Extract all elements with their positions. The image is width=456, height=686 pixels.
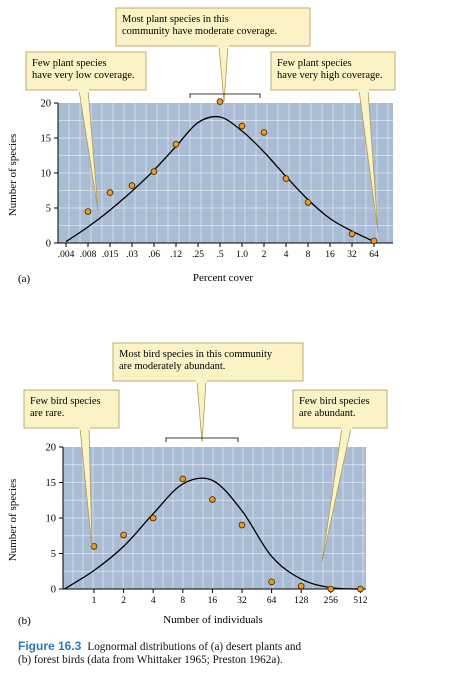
data-point xyxy=(297,582,305,590)
x-tick-label: 2 xyxy=(121,596,126,606)
data-point xyxy=(370,237,378,245)
caption-line-1: Lognormal distributions of (a) desert pl… xyxy=(87,641,302,653)
data-point xyxy=(149,514,157,522)
y-tick-label: 0 xyxy=(51,585,56,596)
fitted-curve-b xyxy=(64,477,361,590)
x-tick-label: .12 xyxy=(170,250,182,260)
data-point xyxy=(90,543,98,550)
data-point xyxy=(238,521,246,529)
data-point xyxy=(216,98,224,105)
x-tick-label: 4 xyxy=(151,596,156,606)
y-tick-label: 10 xyxy=(41,169,52,180)
data-point xyxy=(268,578,275,586)
x-tick-label: 2 xyxy=(262,250,267,260)
data-point xyxy=(304,199,312,206)
panel-label-b: (b) xyxy=(18,615,31,627)
callout-text-a-low: Few plant species have very low coverage. xyxy=(32,58,135,81)
callout-a-low: Few plant species have very low coverage. xyxy=(25,51,147,211)
x-axis-label-a: Percent cover xyxy=(193,272,253,284)
x-tick-label: .015 xyxy=(102,250,119,260)
data-point xyxy=(260,129,268,136)
callout-b-rare: Few bird species are rare. xyxy=(23,389,120,549)
panel-label-a: (a) xyxy=(18,273,31,285)
x-tick-label: 512 xyxy=(353,596,368,606)
data-point xyxy=(150,168,158,175)
fitted-curve-a xyxy=(65,115,375,243)
data-point xyxy=(209,496,216,503)
x-tick-label: 8 xyxy=(306,250,311,260)
x-tick-label: 16 xyxy=(325,250,335,260)
x-ticks-a: .004 .008 .015 .03 .06 .12 .25 .5 1.0 2 4 8 16 32 64 xyxy=(58,243,379,260)
callout-text-b-abundant: Few bird species are abundant. xyxy=(299,396,370,419)
x-axis-label-b: Number of individuals xyxy=(163,614,263,626)
y-ticks-a: 0 5 10 15 20 xyxy=(41,99,58,250)
y-tick-label: 15 xyxy=(46,478,57,489)
x-tick-label: 32 xyxy=(347,250,357,260)
data-point xyxy=(106,189,114,196)
data-point xyxy=(357,585,364,593)
data-point xyxy=(348,230,356,238)
y-tick-label: 20 xyxy=(46,443,57,454)
x-tick-label: .008 xyxy=(80,250,97,260)
y-axis-label-a: Number of species xyxy=(7,134,19,216)
x-tick-label: .5 xyxy=(216,250,223,260)
y-tick-label: 5 xyxy=(46,204,51,215)
y-tick-label: 0 xyxy=(46,239,51,250)
y-ticks-b: 0 5 10 15 20 xyxy=(46,443,63,596)
callout-b-moderate: Most bird species in this community are m… xyxy=(112,342,304,443)
data-point xyxy=(282,175,290,182)
y-axis-label-b: Number of species xyxy=(7,479,19,561)
x-tick-label: 4 xyxy=(284,250,289,260)
x-tick-label: .25 xyxy=(192,250,204,260)
x-tick-label: 32 xyxy=(237,596,247,606)
data-point xyxy=(172,141,180,148)
data-point xyxy=(238,122,246,130)
panel-a: 0 5 10 15 20 .004 .008 .015 .03 .06 .12 .25 .5 1.0 2 4… xyxy=(7,7,396,285)
x-tick-label: 8 xyxy=(180,596,185,606)
data-point xyxy=(120,531,127,539)
x-tick-label: .03 xyxy=(126,250,138,260)
x-tick-label: 128 xyxy=(294,596,309,606)
callout-text-a-moderate: Most plant species in this community have… xyxy=(122,14,277,37)
data-point xyxy=(179,475,187,483)
callout-text-b-rare: Few bird species are rare. xyxy=(30,396,101,419)
x-tick-label: 64 xyxy=(369,250,379,260)
x-tick-label: 256 xyxy=(324,596,339,606)
x-ticks-b: 1 2 4 8 16 32 64 128 256 512 xyxy=(92,589,368,606)
x-tick-label: 16 xyxy=(208,596,218,606)
data-point xyxy=(128,182,136,189)
callout-text-b-moderate: Most bird species in this community are m… xyxy=(119,349,273,372)
y-tick-label: 20 xyxy=(41,99,52,110)
x-tick-label: .004 xyxy=(58,250,75,260)
y-tick-label: 15 xyxy=(41,134,52,145)
data-point xyxy=(327,585,335,593)
callout-a-moderate: Most plant species in this community have… xyxy=(115,7,311,103)
x-tick-label: .06 xyxy=(148,250,160,260)
data-points-b xyxy=(90,475,364,593)
figure-number: Figure 16.3 xyxy=(18,639,82,653)
y-tick-label: 10 xyxy=(46,514,57,525)
data-point xyxy=(84,208,92,215)
data-points-a xyxy=(84,98,378,245)
x-tick-label: 1 xyxy=(92,596,97,606)
x-tick-label: 1.0 xyxy=(236,250,248,260)
figure-caption: Figure 16.3 Lognormal distributions of (a… xyxy=(18,640,448,667)
callout-a-high: Few plant species have very high coverage… xyxy=(270,51,396,233)
callout-b-abundant: Few bird species are abundant. xyxy=(292,389,388,563)
caption-line-2: (b) forest birds (data from Whittaker 19… xyxy=(18,654,283,666)
callout-text-a-high: Few plant species have very high coverage… xyxy=(277,58,383,81)
x-tick-label: 64 xyxy=(267,596,277,606)
y-tick-label: 5 xyxy=(51,549,56,560)
grid-b xyxy=(63,447,366,589)
